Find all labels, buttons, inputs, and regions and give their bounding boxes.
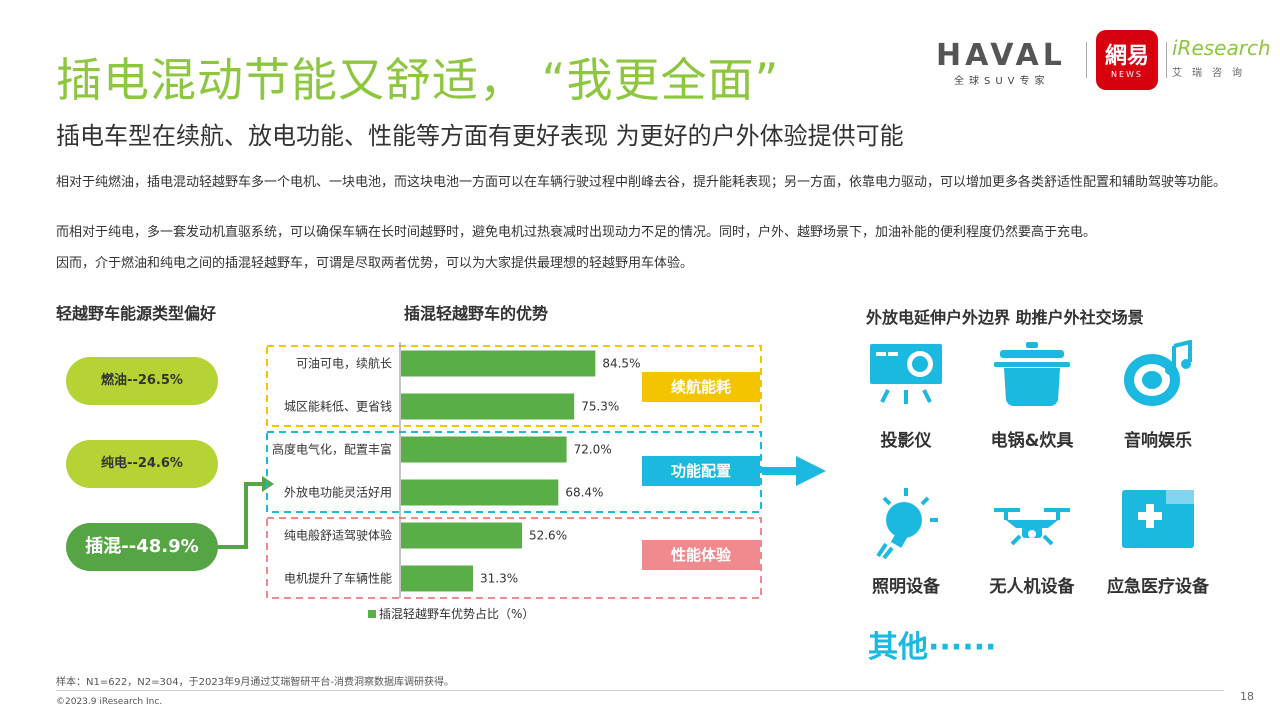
drone-icon: [992, 486, 1072, 560]
sample-footnote: 样本：N1=622，N2=304，于2023年9月通过艾瑞智研平台-消费洞察数据…: [56, 677, 455, 688]
bar-value-label: 68.4%: [565, 486, 603, 500]
outdoor-section-heading: 外放电延伸户外边界 助推户外社交场景: [866, 308, 1144, 327]
group-tag-performance: 性能体验: [642, 540, 760, 570]
energy-pill-electric: 纯电--24.6%: [66, 440, 218, 488]
bar-value-label: 72.0%: [574, 443, 612, 457]
icon-cell-speaker: 音响娱乐: [1098, 339, 1218, 451]
logo-group: HAVAL 全球SUV专家 網易 NEWS iResearch 艾瑞咨询: [936, 30, 1276, 100]
icon-cell-projector: 投影仪: [846, 340, 966, 451]
chart-title: 插混轻越野车的优势: [404, 304, 549, 323]
icon-label: 无人机设备: [989, 577, 1075, 597]
chart-legend: 插混轻越野车优势占比（%）: [368, 605, 534, 622]
hybrid-link-arrow: [218, 482, 262, 549]
bar-category-label: 电机提升了车辆性能: [284, 571, 392, 586]
iresearch-logo: iResearch 艾瑞咨询: [1172, 36, 1271, 79]
icon-label: 应急医疗设备: [1107, 577, 1209, 597]
intro-paragraph: 因而，介于燃油和纯电之间的插混轻越野车，可谓是尽取两者优势，可以为大家提供最理想…: [56, 256, 694, 271]
projector-icon: [866, 340, 946, 414]
logo-divider: [1166, 42, 1167, 78]
icon-cell-drone: 无人机设备: [972, 486, 1092, 597]
bar: [401, 565, 473, 592]
group-box: [266, 431, 762, 513]
bar-category-label: 可油可电，续航长: [296, 356, 392, 371]
bar-category-label: 城区能耗低、更省钱: [284, 399, 392, 414]
footer-divider: [56, 690, 1224, 691]
right-arrow-head: [796, 456, 826, 486]
page-title: 插电混动节能又舒适， “我更全面”: [56, 53, 780, 107]
bar: [401, 479, 559, 506]
page-number: 18: [1240, 690, 1254, 703]
copyright: ©2023.9 iResearch Inc.: [56, 697, 163, 707]
bar-category-label: 纯电般舒适驾驶体验: [284, 528, 392, 543]
icon-cell-medical: 应急医疗设备: [1098, 486, 1218, 597]
pot-icon: [992, 340, 1072, 414]
legend-label: 插混轻越野车优势占比（%）: [379, 607, 535, 621]
bar-category-label: 外放电功能灵活好用: [284, 485, 392, 500]
page-subtitle: 插电车型在续航、放电功能、性能等方面有更好表现 为更好的户外体验提供可能: [56, 122, 904, 150]
haval-logo: HAVAL: [936, 38, 1066, 73]
energy-pill-hybrid: 插混--48.9%: [66, 523, 218, 571]
group-tag-features: 功能配置: [642, 456, 760, 486]
intro-paragraph: 而相对于纯电，多一套发动机直驱系统，可以确保车辆在长时间越野时，避免电机过热衰减…: [56, 225, 1097, 240]
bulb-icon: [866, 486, 946, 560]
icon-cell-pot: 电锅&炊具: [972, 340, 1092, 451]
bar-category-label: 高度电气化，配置丰富: [272, 442, 392, 457]
group-tag-range: 续航能耗: [642, 372, 760, 402]
icon-label: 电锅&炊具: [990, 431, 1074, 451]
bar-value-label: 84.5%: [602, 357, 640, 371]
bar-value-label: 31.3%: [480, 572, 518, 586]
icon-cell-lighting: 照明设备: [846, 486, 966, 597]
bar: [401, 393, 575, 420]
bar: [401, 350, 596, 377]
group-box: [266, 517, 762, 599]
netease-logo: 網易 NEWS: [1096, 30, 1158, 90]
bar-value-label: 75.3%: [581, 400, 619, 414]
right-arrow-shaft: [762, 467, 802, 475]
energy-pill-fuel: 燃油--26.5%: [66, 357, 218, 405]
intro-paragraph: 相对于纯燃油，插电混动轻越野车多一个电机、一块电池，而这块电池一方面可以在车辆行…: [56, 175, 1227, 190]
icon-label: 音响娱乐: [1124, 431, 1192, 451]
icon-label: 投影仪: [880, 431, 932, 451]
bar: [401, 436, 567, 463]
bar-value-label: 52.6%: [529, 529, 567, 543]
speaker-icon: [1118, 339, 1198, 414]
medical-kit-icon: [1118, 486, 1198, 560]
group-box: [266, 345, 762, 427]
legend-swatch: [368, 610, 376, 618]
icon-label: 照明设备: [872, 577, 940, 597]
haval-tagline: 全球SUV专家: [954, 76, 1050, 87]
logo-divider: [1086, 42, 1087, 78]
other-items-text: 其他······: [868, 630, 997, 665]
energy-preference-heading: 轻越野车能源类型偏好: [56, 304, 217, 323]
bar: [401, 522, 522, 549]
